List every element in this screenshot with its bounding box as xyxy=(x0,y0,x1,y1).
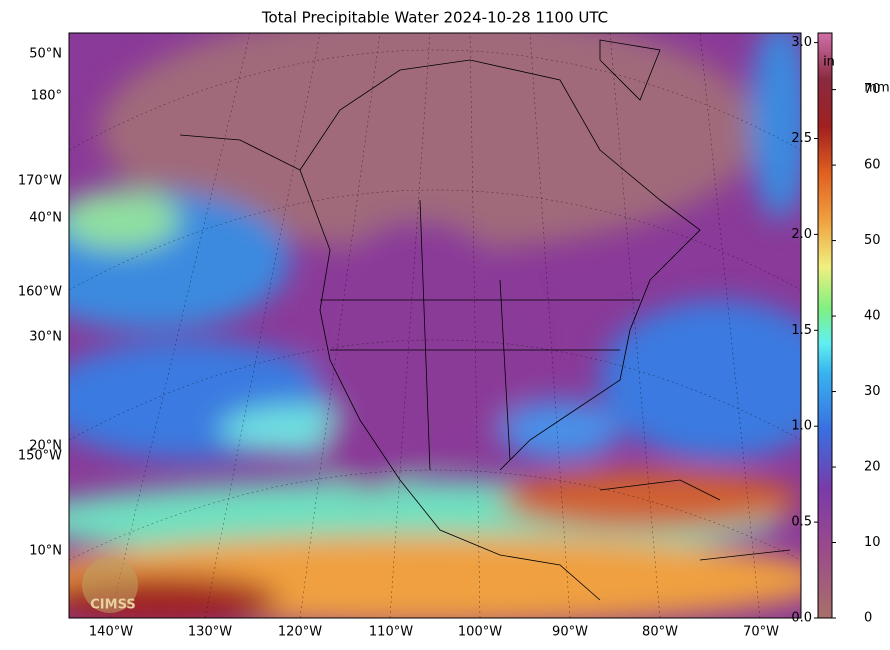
map-frame xyxy=(68,32,802,619)
mm-unit: mm xyxy=(864,81,889,96)
lat-lon-label: 30°N xyxy=(29,330,62,345)
in-tick-label: 1.0 xyxy=(791,419,812,434)
lon-label: 90°W xyxy=(552,625,588,640)
lat-lon-label: 160°W xyxy=(18,285,62,300)
lon-label: 80°W xyxy=(642,625,678,640)
lon-label: 120°W xyxy=(278,625,322,640)
logo-text: CIMSS xyxy=(90,598,135,613)
mm-tick-label: 30 xyxy=(864,384,881,399)
map: CIMSS xyxy=(69,33,801,618)
mm-tick-label: 60 xyxy=(864,158,881,173)
in-tick-label: 1.5 xyxy=(791,323,812,338)
lat-lon-label: 20°N xyxy=(29,439,62,454)
mm-tick-label: 10 xyxy=(864,535,881,550)
lon-label: 70°W xyxy=(743,625,779,640)
mm-tick-label: 40 xyxy=(864,309,881,324)
lat-lon-label: 180° xyxy=(31,89,62,104)
in-tick-label: 0.0 xyxy=(791,611,812,626)
lon-label: 110°W xyxy=(369,625,413,640)
in-tick-label: 3.0 xyxy=(791,35,812,50)
lat-lon-label: 40°N xyxy=(29,211,62,226)
mm-tick-label: 70 xyxy=(864,82,881,97)
in-tick-label: 2.0 xyxy=(791,227,812,242)
mm-tick-label: 0 xyxy=(864,611,872,626)
mm-tick-label: 20 xyxy=(864,460,881,475)
in-unit: in xyxy=(823,55,835,70)
lat-lon-label: 10°N xyxy=(29,544,62,559)
logo: CIMSS xyxy=(82,557,138,613)
in-tick-label: 0.5 xyxy=(791,515,812,530)
colorbar xyxy=(817,32,833,619)
lon-label: 100°W xyxy=(458,625,502,640)
title: Total Precipitable Water 2024-10-28 1100… xyxy=(261,9,608,27)
lon-label: 140°W xyxy=(89,625,133,640)
in-tick-label: 2.5 xyxy=(791,131,812,146)
lon-label: 130°W xyxy=(188,625,232,640)
lat-lon-label: 50°N xyxy=(29,47,62,62)
lat-lon-label: 170°W xyxy=(18,174,62,189)
mm-tick-label: 50 xyxy=(864,233,881,248)
lat-lon-label: 150°W xyxy=(18,449,62,464)
